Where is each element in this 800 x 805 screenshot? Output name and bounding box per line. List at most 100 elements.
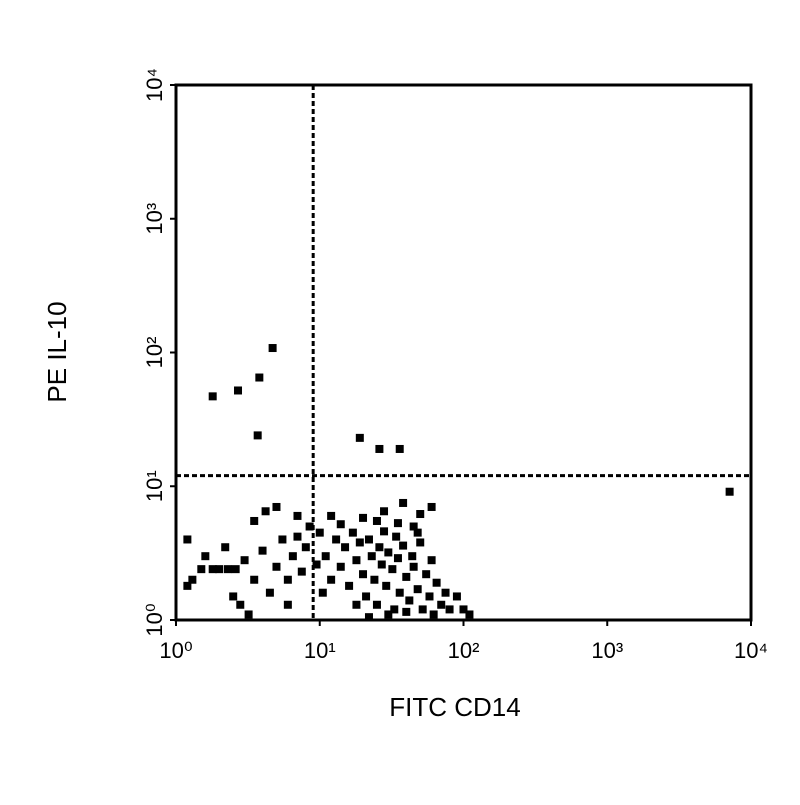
point (321, 552, 330, 561)
point (359, 513, 368, 522)
point (427, 502, 436, 511)
point (395, 444, 404, 453)
point (393, 519, 402, 528)
x-axis-title: FITC CD14 (389, 692, 520, 722)
point (408, 552, 417, 561)
point (364, 613, 373, 622)
y-tick-label: 10⁴ (142, 68, 167, 102)
point (258, 546, 267, 555)
point (452, 592, 461, 601)
point (223, 565, 232, 574)
point (425, 592, 434, 601)
point (261, 507, 270, 516)
x-tick-label: 10⁰ (159, 638, 192, 663)
point (384, 548, 393, 557)
point (393, 554, 402, 563)
point (402, 572, 411, 581)
point (283, 600, 292, 609)
point (288, 552, 297, 561)
point (293, 532, 302, 541)
point (413, 528, 422, 537)
point (250, 516, 259, 525)
point (364, 535, 373, 544)
point (362, 592, 371, 601)
point (255, 373, 264, 382)
point (293, 511, 302, 520)
point (395, 588, 404, 597)
point (221, 543, 230, 552)
y-tick-label: 10¹ (142, 470, 167, 502)
point (201, 552, 210, 561)
point (272, 502, 281, 511)
point (375, 543, 384, 552)
point (465, 610, 474, 619)
point (372, 600, 381, 609)
point (390, 605, 399, 614)
point (272, 562, 281, 571)
y-tick-label: 10² (142, 337, 167, 369)
point (382, 581, 391, 590)
point (413, 585, 422, 594)
point (377, 560, 386, 569)
point (459, 605, 468, 614)
y-tick-label: 10⁰ (142, 603, 167, 636)
point (725, 487, 734, 496)
x-tick-label: 10² (448, 638, 480, 663)
point (229, 592, 238, 601)
point (418, 605, 427, 614)
point (355, 538, 364, 547)
point (234, 386, 243, 395)
point (268, 344, 277, 353)
point (305, 522, 314, 531)
point (301, 543, 310, 552)
x-tick-label: 10³ (591, 638, 623, 663)
point (348, 528, 357, 537)
point (250, 575, 259, 584)
plot-frame (174, 83, 753, 622)
point (416, 510, 425, 519)
point (352, 600, 361, 609)
y-tick-label: 10³ (142, 203, 167, 235)
point (367, 552, 376, 561)
point (341, 543, 350, 552)
point (231, 565, 240, 574)
point (422, 570, 431, 579)
point (283, 575, 292, 584)
point (375, 444, 384, 453)
point (409, 562, 418, 571)
point (336, 520, 345, 529)
point (352, 556, 361, 565)
point (332, 535, 341, 544)
point (384, 610, 393, 619)
point (215, 565, 224, 574)
point (208, 565, 217, 574)
point (197, 565, 206, 574)
point (355, 433, 364, 442)
point (402, 607, 411, 616)
point (380, 507, 389, 516)
point (359, 570, 368, 579)
point (297, 567, 306, 576)
point (388, 565, 397, 574)
y-axis-title: PE IL-10 (42, 301, 72, 402)
point (370, 575, 379, 584)
point (183, 535, 192, 544)
point (265, 588, 274, 597)
point (345, 581, 354, 590)
point (244, 610, 253, 619)
point (432, 578, 441, 587)
point (399, 498, 408, 507)
point (188, 575, 197, 584)
point (327, 575, 336, 584)
point (208, 392, 217, 401)
point (318, 588, 327, 597)
point (183, 581, 192, 590)
point (372, 516, 381, 525)
point (427, 556, 436, 565)
x-tick-label: 10⁴ (734, 638, 768, 663)
point (380, 527, 389, 536)
point (315, 528, 324, 537)
point (312, 560, 321, 569)
point (405, 596, 414, 605)
